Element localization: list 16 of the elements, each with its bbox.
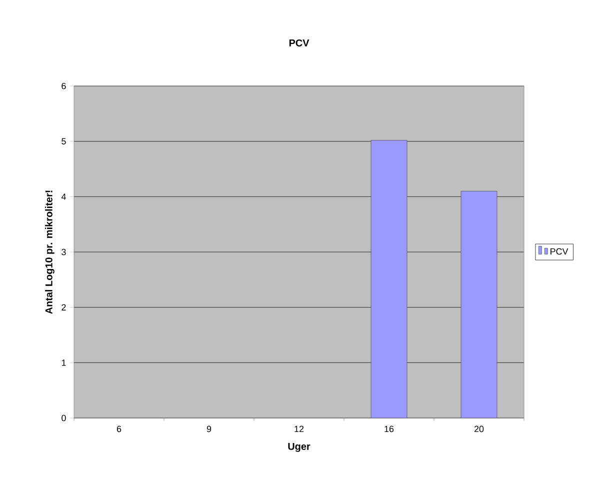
x-tick-label: 12: [294, 426, 304, 432]
x-tick-label: 9: [206, 426, 212, 432]
y-tick-label: 6: [62, 82, 66, 90]
legend-label: PCV: [550, 248, 568, 255]
y-tick-label: 0: [62, 414, 66, 422]
y-tick-label: 3: [62, 248, 66, 256]
x-tick-label: 16: [384, 426, 394, 432]
y-tick-label: 4: [61, 194, 66, 200]
y-axis-title: Antal Log10 pr. mikroliter!: [45, 190, 54, 314]
x-tick-label: 6: [116, 426, 122, 432]
x-tick-label: 20: [474, 426, 484, 432]
y-tick-label: 1: [62, 360, 66, 366]
y-tick-label: 5: [62, 138, 66, 144]
y-tick-label: 2: [62, 304, 66, 310]
x-axis-title: Uger: [288, 442, 310, 452]
chart-title: PCV: [289, 39, 310, 46]
